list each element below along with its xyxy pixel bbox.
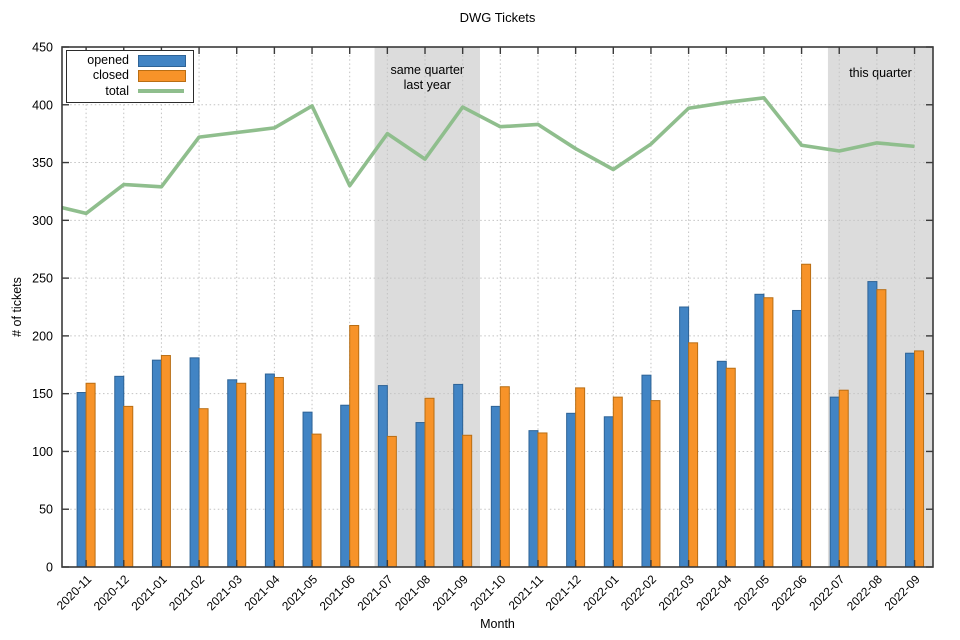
bar-opened-2021-10 bbox=[490, 405, 501, 568]
bar-closed-2022-09 bbox=[914, 350, 925, 568]
x-tick-label-2022-01: 2022-01 bbox=[580, 572, 621, 613]
x-tick-label-2021-09: 2021-09 bbox=[430, 572, 471, 613]
x-tick-label-2021-08: 2021-08 bbox=[392, 572, 433, 613]
legend-item-closed: closed bbox=[73, 68, 186, 83]
bar-opened-2022-08 bbox=[867, 281, 878, 568]
bar-opened-2021-09 bbox=[453, 383, 464, 568]
bar-closed-2021-12 bbox=[575, 387, 586, 568]
bar-opened-2022-03 bbox=[679, 306, 690, 568]
x-tick-label-2022-04: 2022-04 bbox=[693, 572, 734, 613]
x-tick-label-2022-06: 2022-06 bbox=[769, 572, 810, 613]
y-tick-label: 150 bbox=[32, 387, 53, 401]
legend-item-total: total bbox=[73, 84, 186, 99]
annotation-label-0-line-0: same quarter bbox=[390, 63, 464, 77]
x-tick-label-2021-11: 2021-11 bbox=[506, 572, 547, 613]
bar-closed-2021-07 bbox=[386, 435, 397, 568]
bar-closed-2021-06 bbox=[349, 324, 360, 568]
x-tick-label-2020-11: 2020-11 bbox=[54, 572, 95, 613]
bar-closed-2022-08 bbox=[876, 289, 887, 568]
x-tick-label-2022-09: 2022-09 bbox=[882, 572, 923, 613]
y-tick-label: 200 bbox=[32, 329, 53, 343]
y-tick-label: 450 bbox=[32, 41, 53, 55]
y-tick-label: 400 bbox=[32, 98, 53, 112]
legend-label-closed: closed bbox=[92, 68, 129, 83]
total-line bbox=[61, 96, 915, 216]
x-tick-label-2020-12: 2020-12 bbox=[91, 572, 132, 613]
annotation-label-0-line-1: last year bbox=[404, 78, 451, 92]
legend-label-total: total bbox=[105, 83, 129, 98]
bar-closed-2021-05 bbox=[311, 433, 322, 568]
bar-closed-2021-09 bbox=[462, 434, 473, 568]
chart-title: DWG Tickets bbox=[459, 10, 536, 25]
x-tick-label-2021-01: 2021-01 bbox=[128, 572, 169, 613]
bar-opened-2022-05 bbox=[754, 293, 765, 568]
bar-opened-2022-02 bbox=[641, 374, 652, 568]
bar-opened-2021-07 bbox=[377, 385, 388, 568]
x-tick-label-2021-06: 2021-06 bbox=[317, 572, 358, 613]
bar-opened-2021-02 bbox=[189, 357, 200, 568]
bar-opened-2021-12 bbox=[566, 412, 577, 568]
y-tick-label: 350 bbox=[32, 156, 53, 170]
x-tick-label-2022-03: 2022-03 bbox=[656, 572, 697, 613]
y-tick-label: 250 bbox=[32, 272, 53, 286]
bar-opened-2021-04 bbox=[264, 373, 275, 568]
legend: opened closed total bbox=[66, 50, 194, 104]
bar-opened-2022-04 bbox=[716, 360, 727, 568]
bar-closed-2021-11 bbox=[537, 432, 548, 568]
x-tick-label-2021-04: 2021-04 bbox=[241, 572, 282, 613]
x-tick-label-2022-07: 2022-07 bbox=[806, 572, 847, 613]
y-tick-label: 50 bbox=[39, 503, 53, 517]
annotation-label-1-line-0: this quarter bbox=[849, 66, 912, 80]
bar-opened-2022-06 bbox=[792, 309, 803, 568]
bar-closed-2021-01 bbox=[160, 355, 171, 568]
x-tick-label-2022-08: 2022-08 bbox=[844, 572, 885, 613]
x-tick-label-2022-02: 2022-02 bbox=[618, 572, 659, 613]
x-tick-label-2021-05: 2021-05 bbox=[279, 572, 320, 613]
bar-closed-2021-04 bbox=[273, 376, 284, 568]
bar-opened-2021-03 bbox=[227, 379, 238, 568]
bar-opened-2020-11 bbox=[76, 392, 87, 568]
bar-opened-2021-01 bbox=[151, 359, 162, 568]
bar-opened-2022-07 bbox=[829, 396, 840, 568]
bar-closed-2020-12 bbox=[123, 405, 134, 568]
x-tick-label-2022-05: 2022-05 bbox=[731, 572, 772, 613]
x-tick-label-2021-03: 2021-03 bbox=[204, 572, 245, 613]
legend-swatch-total bbox=[138, 89, 184, 94]
bar-opened-2021-05 bbox=[302, 411, 313, 568]
bar-opened-2021-08 bbox=[415, 422, 426, 568]
bar-closed-2022-03 bbox=[688, 342, 699, 568]
bar-closed-2022-06 bbox=[801, 263, 812, 568]
bar-closed-2022-05 bbox=[763, 297, 774, 568]
x-tick-label-2021-10: 2021-10 bbox=[467, 572, 508, 613]
bar-closed-2021-08 bbox=[424, 397, 435, 568]
bar-closed-2021-03 bbox=[236, 382, 247, 568]
x-tick-label-2021-12: 2021-12 bbox=[543, 572, 584, 613]
bar-opened-2021-06 bbox=[340, 404, 351, 568]
y-tick-label: 100 bbox=[32, 445, 53, 459]
bar-closed-2021-10 bbox=[499, 386, 510, 568]
bar-opened-2022-09 bbox=[905, 352, 916, 568]
plot-border bbox=[61, 46, 934, 568]
y-tick-label: 300 bbox=[32, 214, 53, 228]
x-tick-label-2021-07: 2021-07 bbox=[354, 572, 395, 613]
x-tick-label-2021-02: 2021-02 bbox=[166, 572, 207, 613]
legend-item-opened: opened bbox=[73, 53, 186, 68]
bar-closed-2020-11 bbox=[85, 382, 96, 568]
bar-closed-2022-07 bbox=[838, 389, 849, 568]
y-tick-label: 0 bbox=[46, 561, 53, 575]
x-axis-label: Month bbox=[480, 617, 515, 631]
bar-closed-2022-01 bbox=[612, 396, 623, 568]
bar-opened-2022-01 bbox=[603, 416, 614, 568]
bar-closed-2022-04 bbox=[725, 367, 736, 568]
bar-opened-2021-11 bbox=[528, 430, 539, 568]
legend-swatch-closed bbox=[138, 70, 186, 83]
bar-closed-2022-02 bbox=[650, 400, 661, 568]
bar-closed-2021-02 bbox=[198, 408, 209, 568]
legend-label-opened: opened bbox=[87, 53, 129, 67]
legend-swatch-opened bbox=[138, 54, 186, 67]
bar-opened-2020-12 bbox=[114, 375, 125, 568]
